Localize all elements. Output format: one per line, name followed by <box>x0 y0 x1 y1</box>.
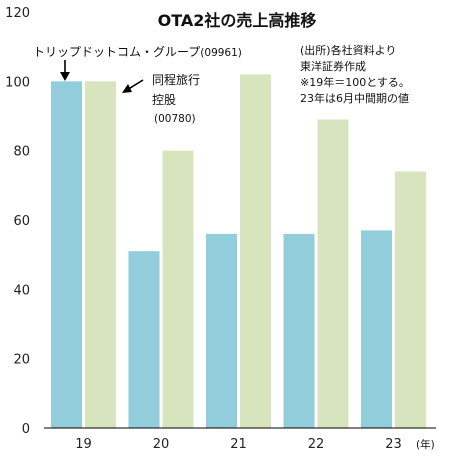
bar-series-1-23 <box>361 230 392 428</box>
legend-series-1-name: トリップドットコム・グループ(09961) <box>33 45 242 59</box>
legend-series-1-code: (09961) <box>200 47 242 59</box>
y-tick-label: 20 <box>13 353 30 368</box>
legend-series-2-name-line-1: 同程旅行 <box>152 72 200 87</box>
bar-series-2-19 <box>85 81 116 428</box>
bar-series-1-22 <box>283 233 315 428</box>
x-axis-ticks: 19 20 21 22 23 <box>75 437 402 452</box>
x-tick-label: 19 <box>75 437 92 452</box>
y-tick-label: 80 <box>13 145 30 160</box>
arrow-icon <box>60 60 70 81</box>
bar-series-1-20 <box>128 251 160 428</box>
bars <box>51 74 426 429</box>
y-axis-ticks: 0 20 40 60 80 100 120 <box>5 6 30 437</box>
source-note-line-4: 23年は6月中間期の値 <box>300 91 409 105</box>
legend-series-1-name-text: トリップドットコム・グループ <box>33 45 200 59</box>
bar-series-1-21 <box>206 233 237 428</box>
x-tick-label: 23 <box>385 437 402 452</box>
y-tick-label: 0 <box>22 422 30 437</box>
legend-series-2-name-line-2: 控股 <box>152 93 176 107</box>
bar-series-2-21 <box>240 74 271 429</box>
x-tick-label: 21 <box>230 437 247 452</box>
source-note-line-2: 東洋証券作成 <box>300 59 366 73</box>
bar-series-1-19 <box>51 81 82 428</box>
x-axis-unit: (年) <box>416 438 435 451</box>
y-tick-label: 100 <box>5 75 30 90</box>
y-tick-label: 40 <box>13 283 30 298</box>
y-tick-label: 60 <box>13 214 30 229</box>
bar-series-2-22 <box>317 119 349 428</box>
x-tick-label: 20 <box>153 437 170 452</box>
y-tick-label: 120 <box>5 6 30 21</box>
chart-title: OTA2社の売上高推移 <box>158 11 317 30</box>
bar-series-2-23 <box>395 171 426 428</box>
arrow-icon <box>122 79 144 93</box>
x-tick-label: 22 <box>308 437 325 452</box>
source-note-line-1: (出所)各社資料より <box>300 43 396 57</box>
source-note-line-3: ※19年＝100とする。 <box>300 75 410 89</box>
legend-series-2-code: (00780) <box>154 113 196 125</box>
bar-series-2-20 <box>162 150 194 428</box>
